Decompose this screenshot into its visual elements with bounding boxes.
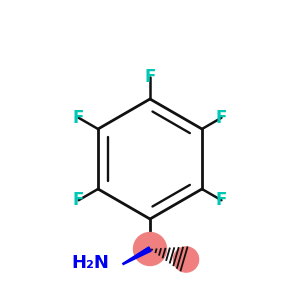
Text: F: F [216,191,227,209]
Text: F: F [144,68,156,85]
Text: F: F [216,109,227,127]
Text: F: F [73,109,84,127]
Text: H₂N: H₂N [72,254,110,272]
Circle shape [134,232,166,266]
Circle shape [173,247,199,272]
Text: F: F [73,191,84,209]
Polygon shape [123,247,151,265]
